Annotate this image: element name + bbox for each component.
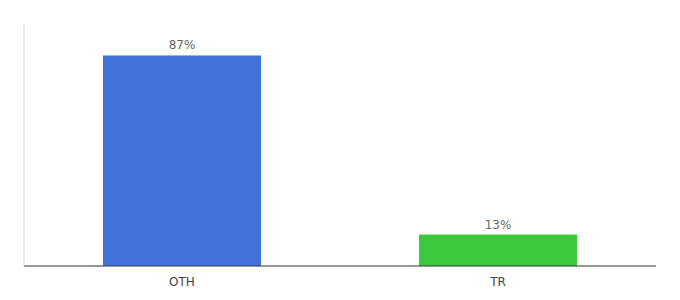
x-tick-label: OTH [169, 275, 195, 289]
chart-container: 87% 13% OTH TR [0, 0, 680, 300]
y-axis-line [24, 24, 25, 266]
data-label: 87% [169, 38, 196, 52]
data-labels: 87% 13% [169, 38, 512, 231]
bar [103, 55, 261, 266]
x-axis: OTH TR [24, 266, 656, 289]
x-axis-line [24, 266, 656, 267]
x-tick-label: TR [489, 275, 506, 289]
bar [419, 235, 577, 266]
chart-svg: 87% 13% OTH TR [0, 0, 680, 300]
data-label: 13% [485, 218, 512, 232]
background [0, 0, 680, 300]
bars [103, 55, 577, 266]
